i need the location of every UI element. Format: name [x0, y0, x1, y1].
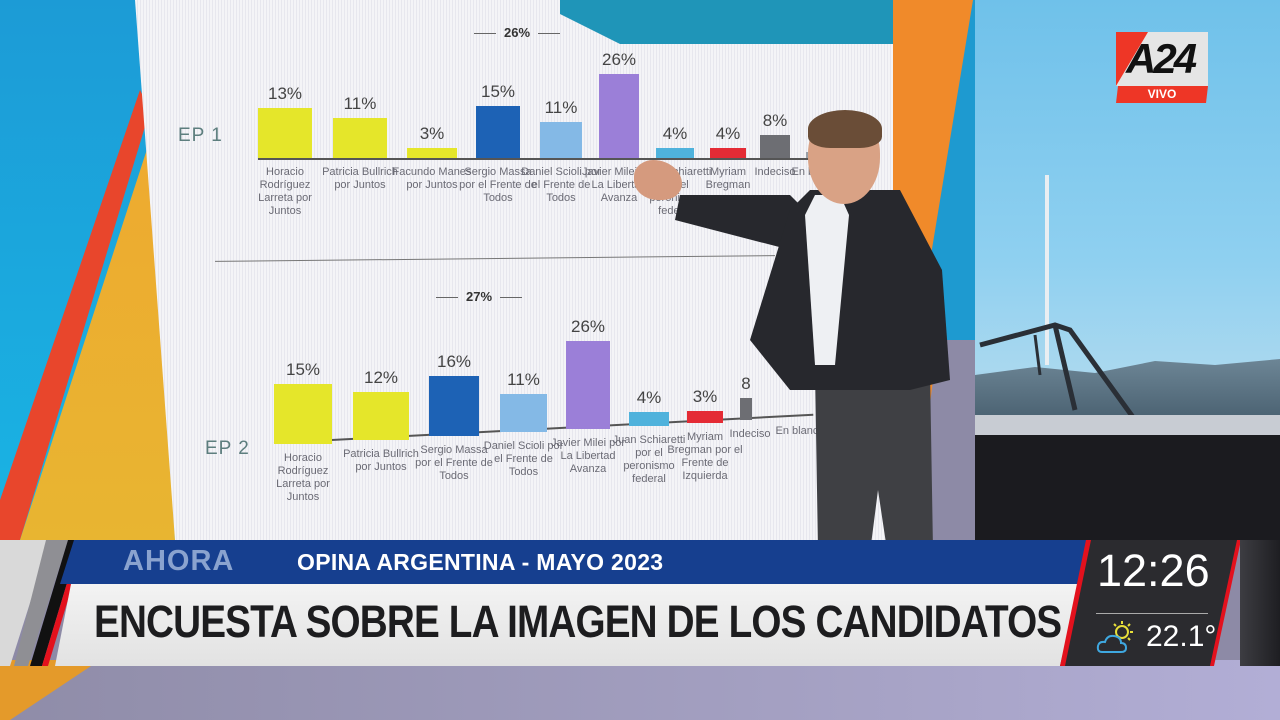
- lower-third-right-decoration: [1240, 540, 1280, 666]
- chart-ep2-label: EP 2: [205, 438, 250, 459]
- partly-cloudy-icon: [1096, 621, 1133, 653]
- bar-candidate-label: Sergio Massa por el Frente de Todos: [459, 166, 537, 204]
- bar-candidate-label: Indeciso: [729, 427, 771, 440]
- presenter-pointing-hand: [634, 160, 682, 200]
- bar-candidate-label: Patricia Bullrich por Juntos: [322, 166, 398, 191]
- clock-divider: [1096, 613, 1208, 614]
- chart-ep1-label: EP 1: [178, 125, 223, 146]
- poll-source: OPINA ARGENTINA - MAYO 2023: [297, 549, 664, 575]
- lower-third-top-bar: [60, 540, 1090, 584]
- bar-value-label: 11%: [343, 94, 377, 113]
- bar-candidate-label: Horacio Rodríguez Larreta por Juntos: [276, 452, 330, 503]
- now-tag: AHORA: [123, 545, 235, 577]
- chart-bar: [687, 410, 723, 423]
- chart-bar: [274, 384, 332, 444]
- live-badge: VIVO: [1116, 86, 1208, 103]
- bar-value-label: 8%: [762, 111, 788, 130]
- chart-bar: [656, 148, 694, 158]
- chart-ep2: EP 2 27% 15% Horacio Rodríguez Larreta po…: [0, 0, 900, 540]
- bar-value-label: 4%: [636, 387, 662, 407]
- bar-candidate-label: Daniel Scioli por el Frente de Todos: [521, 166, 601, 204]
- chart-bar: [353, 391, 409, 440]
- chart-bar: [407, 148, 457, 158]
- bar-value-label: 11%: [507, 370, 540, 390]
- headline-bar: [55, 584, 1090, 666]
- bar-value-label: 11%: [544, 98, 578, 117]
- bar-value-label: 26%: [601, 50, 637, 69]
- bar-candidate-label: Javier Milei por La Libertad Avanza: [551, 436, 625, 475]
- chart-bar: [258, 108, 312, 158]
- bar-value-label: 8: [741, 373, 751, 393]
- logo-text: A24: [1126, 35, 1197, 82]
- a24-logo: A24 VIVO: [1116, 32, 1208, 103]
- chart-bar: [540, 122, 582, 158]
- temperature: 22.1°: [1146, 620, 1217, 653]
- bar-value-label: 4%: [715, 124, 741, 143]
- studio-floor: [0, 660, 1280, 720]
- chart-bar: [740, 397, 752, 420]
- bar-candidate-label: Patricia Bullrich por Juntos: [343, 447, 419, 473]
- video-wall-base: [975, 435, 1280, 540]
- chart-bar: [476, 106, 520, 158]
- chart-bar: [333, 118, 387, 158]
- video-wall-frame: [975, 415, 1280, 437]
- chart-bar: [760, 135, 790, 158]
- bar-value-label: 12%: [363, 367, 399, 387]
- bar-value-label: 15%: [480, 82, 516, 101]
- antenna-image: [1045, 175, 1049, 365]
- bar-value-label: 26%: [570, 316, 606, 336]
- chart-bar: [629, 411, 669, 426]
- chart-bar: [599, 74, 639, 158]
- bar-value-label: 4%: [662, 124, 688, 143]
- bar-value-label: 15%: [285, 360, 321, 379]
- poll-chart-screen: [135, 0, 895, 540]
- chart-ep1-axis: [258, 158, 818, 160]
- bar-candidate-label: Indeciso: [754, 166, 796, 178]
- chart-bar: [710, 148, 746, 158]
- bar-candidate-label: En blanco: [775, 425, 825, 438]
- bar-value-label: 13%: [267, 84, 303, 103]
- chart-bar: [500, 394, 547, 433]
- bar-value-label: 16%: [436, 351, 472, 371]
- chart-bar: [566, 340, 610, 429]
- bridge-image: [979, 322, 1138, 422]
- bar-candidate-label: Myriam Bregman: [705, 166, 751, 191]
- clock: 12:26: [1097, 545, 1210, 596]
- bar-value-label: 3%: [419, 124, 445, 143]
- headline: ENCUESTA SOBRE LA IMAGEN DE LOS CANDIDAT…: [94, 596, 1062, 647]
- chart-ep1-total: 26%: [466, 25, 568, 40]
- bar-candidate-label: Myriam Bregman por el Frente de Izquierd…: [667, 430, 743, 482]
- bar-candidate-label: Daniel Scioli por el Frente de Todos: [483, 440, 564, 479]
- chart-bar: [429, 375, 479, 436]
- chart-ep2-total: 27%: [428, 289, 530, 304]
- clock-weather-box: [1060, 540, 1240, 666]
- bar-candidate-label: Horacio Rodríguez Larreta por Juntos: [258, 166, 312, 217]
- screen-top-bar: [560, 0, 895, 44]
- bar-candidate-label: Juan Schiaretti por el peronismo federal: [612, 433, 686, 485]
- bar-value-label: 3%: [692, 386, 718, 406]
- bar-candidate-label: Sergio Massa por el Frente de Todos: [415, 443, 493, 482]
- bar-candidate-label: Facundo Manes por Juntos: [392, 166, 472, 191]
- presenter-hair: [808, 110, 882, 148]
